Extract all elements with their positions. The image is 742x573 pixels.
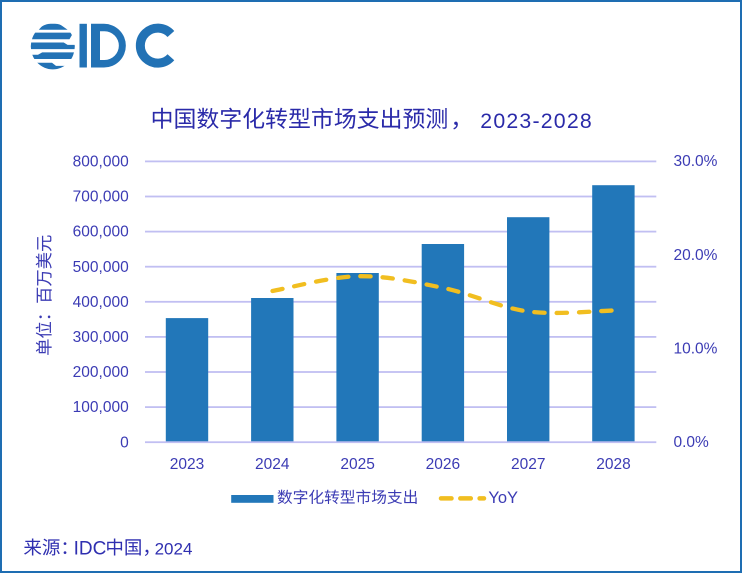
svg-text:YoY: YoY [488,489,518,507]
svg-text:400,000: 400,000 [73,294,129,311]
svg-text:100,000: 100,000 [73,399,129,416]
svg-text:300,000: 300,000 [73,329,129,346]
svg-text:2028: 2028 [596,456,630,473]
svg-text:20.0%: 20.0% [674,247,718,264]
svg-text:2024: 2024 [255,456,290,473]
svg-text:600,000: 600,000 [73,224,129,241]
svg-text:200,000: 200,000 [73,364,129,381]
svg-text:2024: 2024 [155,539,193,558]
svg-text:700,000: 700,000 [73,189,129,206]
svg-text:2023: 2023 [170,456,204,473]
svg-text:IDC: IDC [74,538,107,559]
svg-text:0: 0 [120,434,129,451]
svg-text:2027: 2027 [511,456,545,473]
svg-text:2023-2028: 2023-2028 [480,109,593,133]
svg-text:30.0%: 30.0% [674,153,718,170]
svg-text:10.0%: 10.0% [674,340,718,357]
svg-text:500,000: 500,000 [73,259,129,276]
svg-text:800,000: 800,000 [73,154,129,171]
svg-text:2026: 2026 [426,456,460,473]
svg-text:0.0%: 0.0% [674,434,710,451]
svg-text:2025: 2025 [340,456,374,473]
